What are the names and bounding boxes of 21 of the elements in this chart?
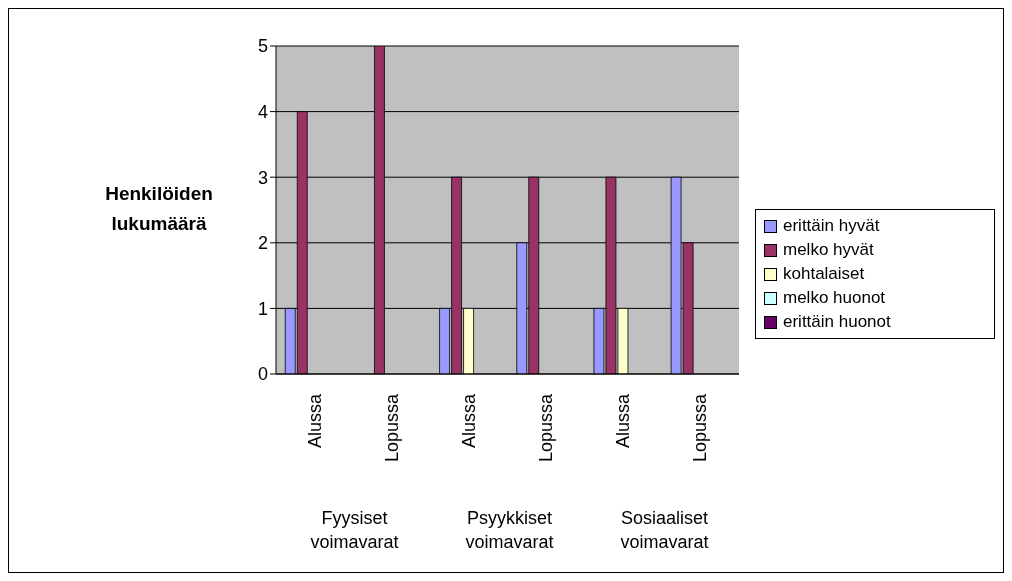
y-tick-label: 1	[257, 298, 268, 319]
x-tick-label: Lopussa	[536, 393, 557, 463]
legend-label: kohtalaiset	[783, 263, 865, 285]
y-tick-label: 4	[257, 101, 268, 122]
legend-label: melko hyvät	[783, 239, 874, 261]
text: Fyysiset voimavarat	[309, 507, 400, 554]
x-tick-label: Lopussa	[381, 393, 402, 463]
legend-label: erittäin hyvät	[783, 215, 880, 237]
x-tick-label: Alussa	[458, 393, 479, 449]
y-tick-label: 0	[257, 364, 268, 385]
text: Sosiaaliset voimavarat	[619, 507, 710, 554]
y-tick-label: 3	[257, 167, 268, 188]
y-tick-label: 2	[257, 233, 268, 254]
legend-label: erittäin huonot	[783, 311, 891, 333]
y-axis-title: Henkilöiden lukumäärä	[104, 182, 214, 236]
x-tick-label: Lopussa	[690, 393, 711, 463]
legend-label: melko huonot	[783, 287, 886, 309]
x-tick-label: Alussa	[613, 393, 634, 449]
x-tick-label: Alussa	[304, 393, 325, 449]
y-tick-label: 5	[257, 36, 268, 57]
text: Psyykkiset voimavarat	[464, 507, 555, 554]
